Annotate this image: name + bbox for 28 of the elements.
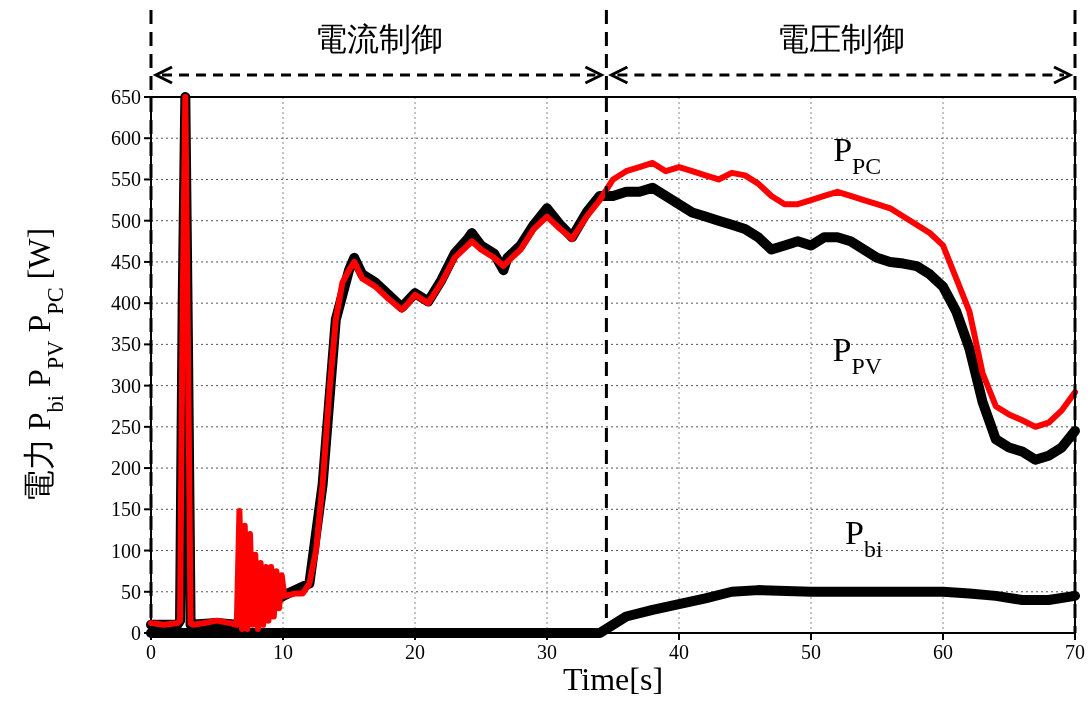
y-tick-label: 250 [111, 415, 141, 438]
y-tick-label: 100 [111, 539, 141, 562]
x-tick-label: 70 [1065, 641, 1085, 663]
y-tick-label: 500 [111, 209, 141, 232]
y-tick-label: 550 [111, 168, 141, 191]
y-tick-label: 0 [131, 622, 141, 644]
text: 電圧制御 [776, 21, 905, 57]
y-tick-label: 50 [121, 580, 141, 603]
text: 電流制御 [314, 21, 443, 57]
x-tick-label: 20 [405, 641, 425, 663]
series-label: P$_{PC}$ [833, 131, 882, 180]
x-tick-label: 60 [933, 641, 953, 663]
text: P$_{PV}$ [832, 330, 882, 379]
y-tick-label: 350 [111, 333, 141, 356]
x-tick-label: 0 [146, 641, 156, 663]
x-tick-label: 10 [273, 641, 293, 663]
y-tick-label: 600 [111, 127, 141, 150]
y-tick-label: 400 [111, 292, 141, 315]
y-tick-label: 150 [111, 498, 141, 521]
x-tick-label: 30 [537, 641, 557, 663]
y-tick-label: 650 [111, 86, 141, 108]
x-tick-label: 40 [669, 641, 689, 663]
x-tick-label: 50 [801, 641, 821, 663]
y-tick-label: 200 [111, 457, 141, 480]
y-tick-label: 450 [111, 250, 141, 273]
x-axis-title: Time[s] [562, 661, 664, 697]
series-label: P$_{bi}$ [845, 513, 883, 562]
y-tick-label: 300 [111, 374, 141, 397]
